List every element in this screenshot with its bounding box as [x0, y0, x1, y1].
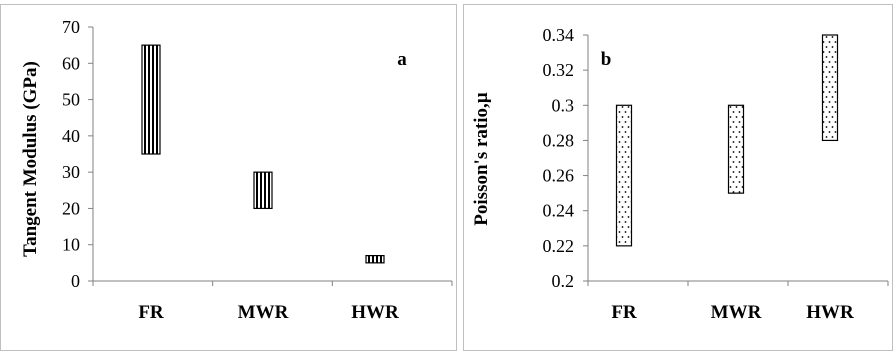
chart-frame-a [0, 4, 457, 351]
y-tick-label: 40 [62, 126, 80, 146]
axis-ticks-a [88, 26, 453, 286]
category-label-mwr: MWR [238, 302, 289, 323]
category-label-fr: FR [138, 302, 164, 323]
category-label-hwr: HWR [351, 302, 399, 323]
range-bar-hwr [821, 34, 839, 142]
y-tick-label: 0.2 [552, 271, 575, 291]
category-labels-a: FR MWR HWR [138, 302, 399, 323]
category-label-mwr: MWR [711, 302, 762, 323]
y-tick-label: 0.32 [543, 60, 575, 80]
range-bars-a [141, 44, 385, 264]
y-tick-label: 30 [62, 162, 80, 182]
y-tick-label: 0.24 [543, 201, 575, 221]
category-labels-b: FR MWR HWR [611, 302, 854, 323]
range-bar-mwr [727, 104, 745, 194]
range-bar-hwr [365, 255, 385, 264]
y-tick-label: 20 [62, 198, 80, 218]
y-tick-labels-b: 0.2 0.22 0.24 0.26 0.28 0.3 0.32 0.34 [543, 25, 575, 291]
panel-label-a: a [397, 49, 407, 70]
y-tick-label: 0.3 [552, 95, 575, 115]
range-bars-b [615, 34, 839, 247]
y-axis-title-a: Tangent Modulus (GPa) [20, 61, 41, 257]
y-tick-label: 0.28 [543, 130, 575, 150]
y-tick-labels-a: 0 10 20 30 40 50 60 70 [62, 17, 80, 291]
axis-ticks-b [583, 34, 889, 286]
y-tick-label: 0.22 [543, 236, 575, 256]
y-tick-label: 10 [62, 235, 80, 255]
category-label-hwr: HWR [806, 302, 854, 323]
range-bar-fr [615, 104, 633, 247]
chart-panel-b: 0.20.220.240.260.280.30.320.34 FR MWR HWR … [463, 4, 893, 351]
y-axis-title-b: Poisson's ratio,µ [471, 92, 492, 225]
chart-frame-b [463, 4, 893, 351]
y-tick-label: 0.34 [543, 25, 575, 45]
chart-panel-a: 0 10 20 30 40 50 60 70 FR MWR HWR Tangent Modulus… [0, 4, 457, 351]
y-tick-label: 70 [62, 17, 80, 37]
y-tick-label: 50 [62, 90, 80, 110]
panel-label-b: b [601, 49, 612, 70]
range-bar-mwr [253, 171, 273, 210]
y-tick-label: 0 [71, 271, 80, 291]
y-tick-label: 60 [62, 53, 80, 73]
range-bar-fr [141, 44, 161, 155]
category-label-fr: FR [611, 302, 637, 323]
y-tick-label: 0.26 [543, 166, 575, 186]
